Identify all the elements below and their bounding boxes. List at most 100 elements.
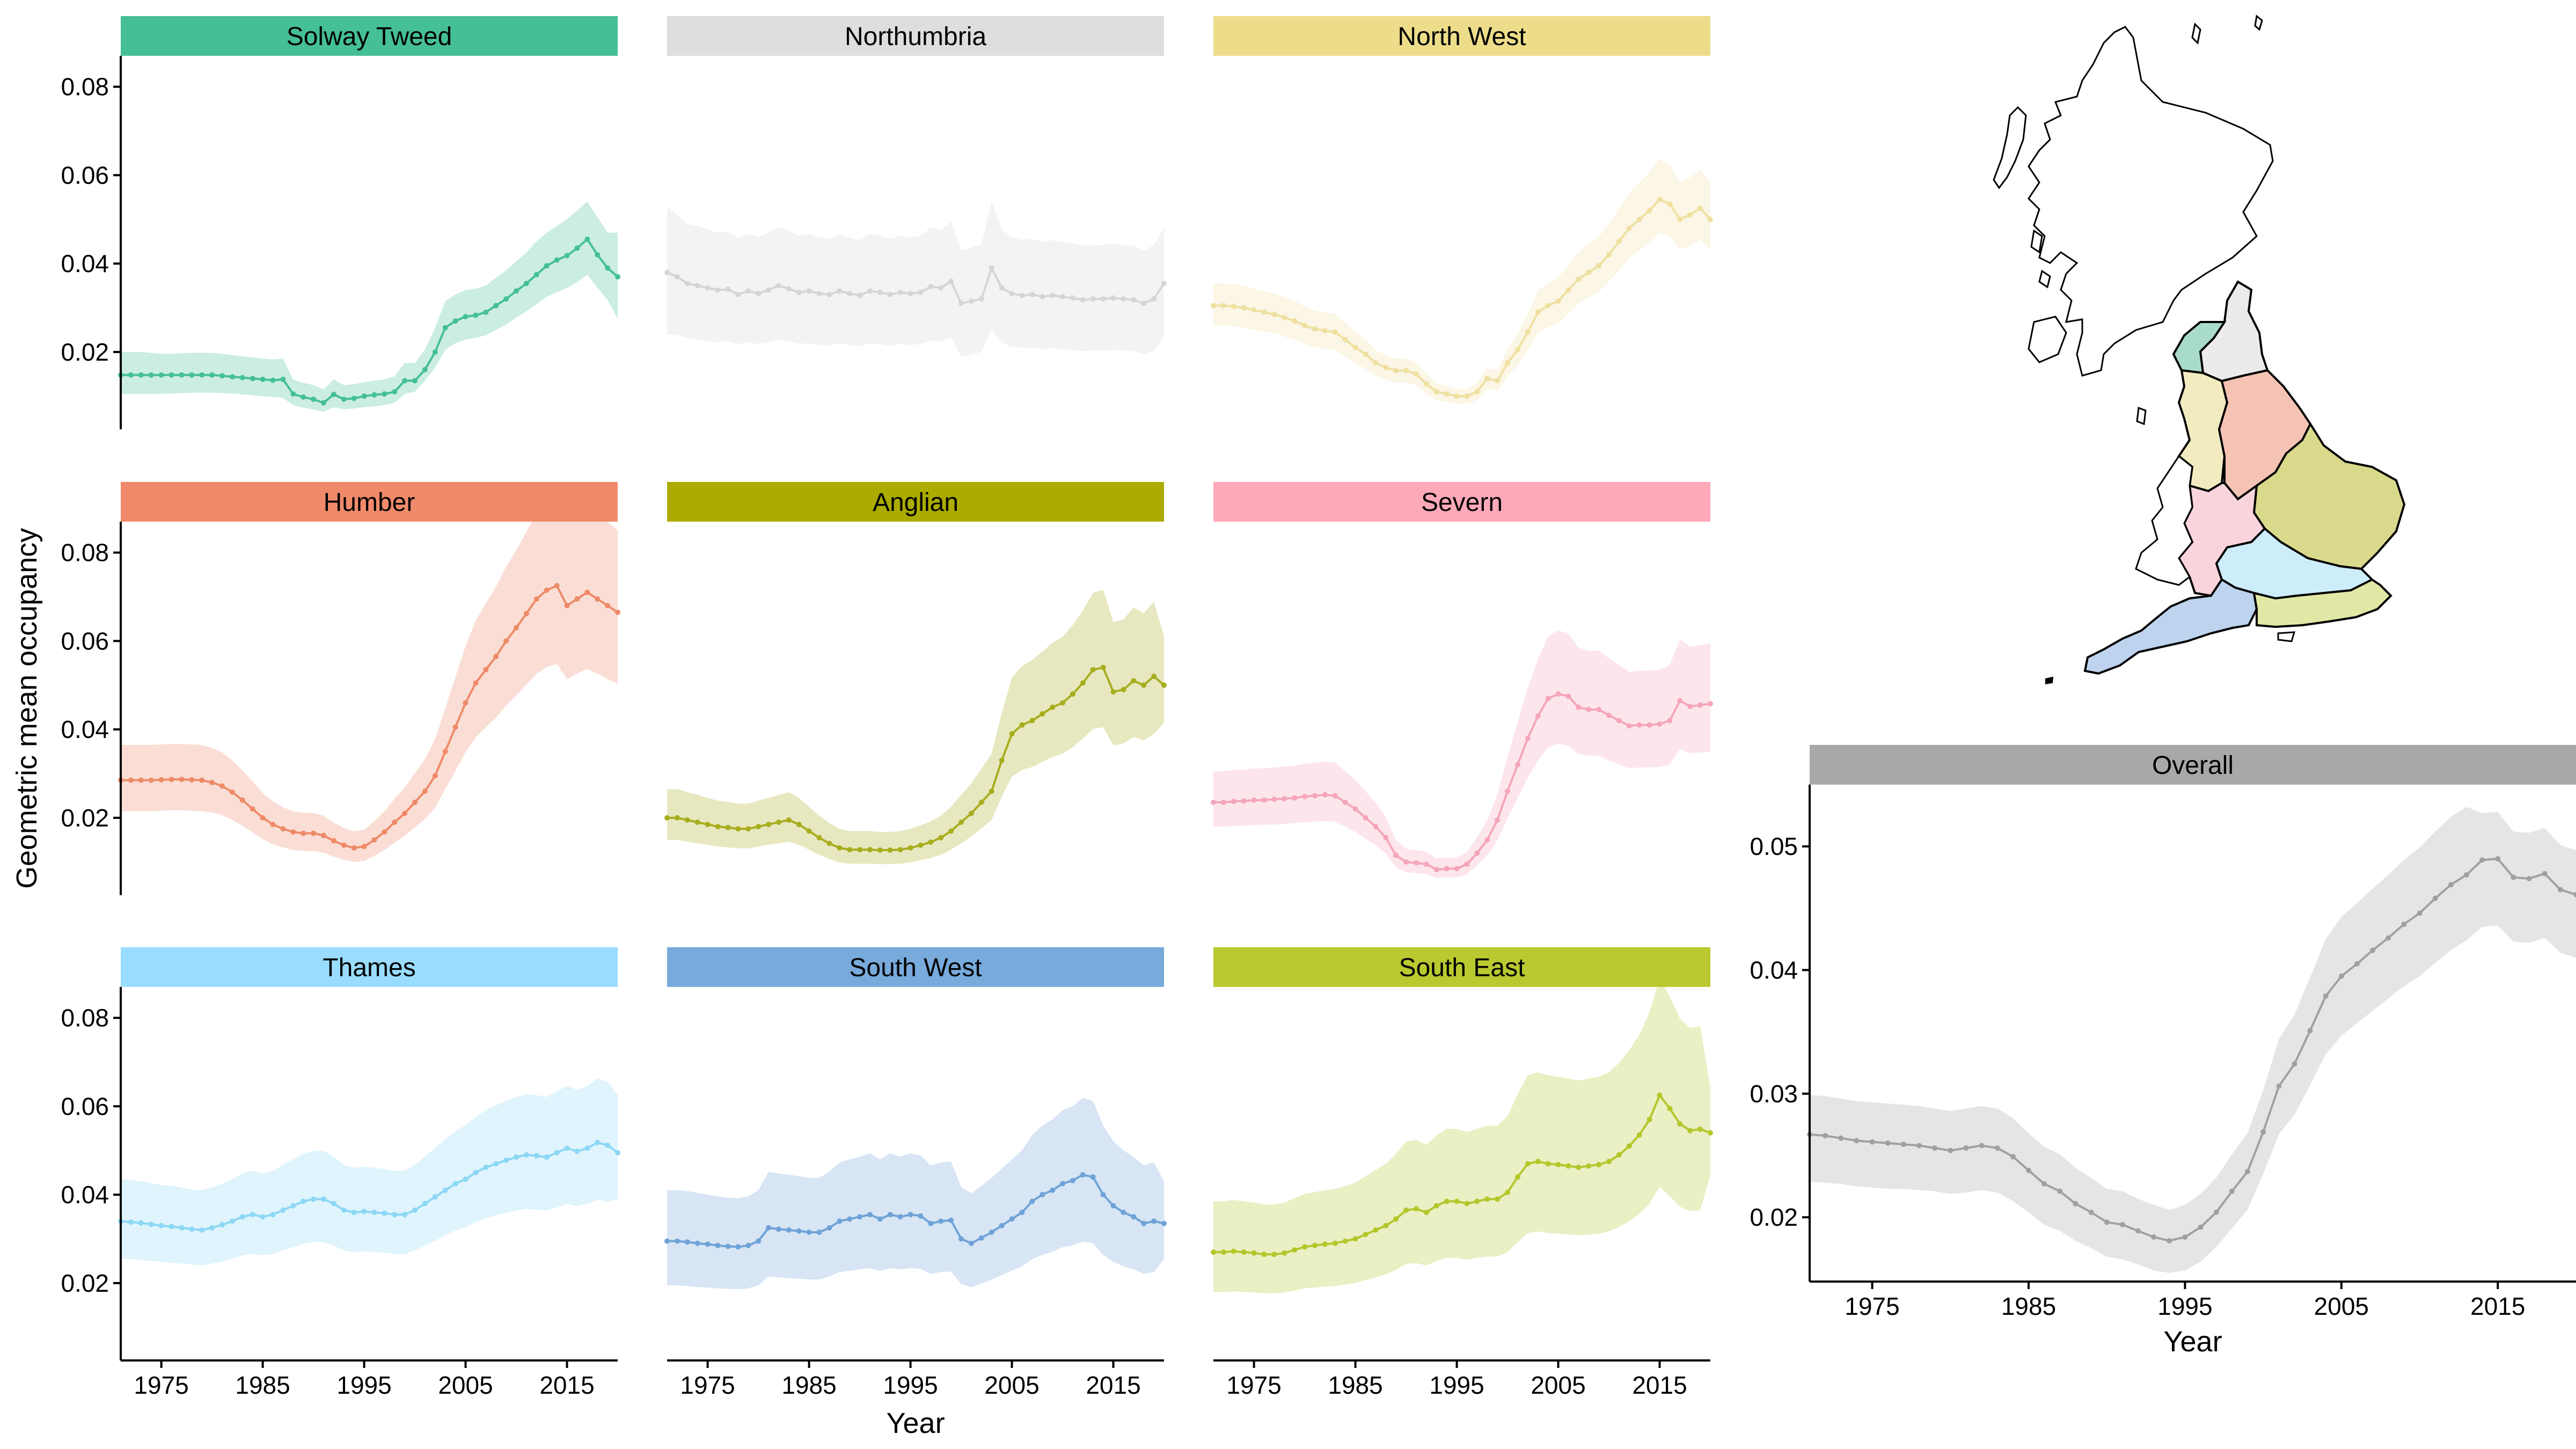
data-point	[219, 1222, 225, 1228]
data-point	[1220, 1249, 1226, 1255]
data-point	[432, 1194, 438, 1200]
data-point	[2495, 856, 2501, 862]
data-point	[1525, 329, 1531, 335]
x-tick-label: 1975	[134, 1371, 188, 1399]
data-point	[219, 783, 225, 789]
x-tick-label: 2005	[438, 1371, 493, 1399]
data-point	[867, 1212, 873, 1218]
data-point	[1220, 800, 1226, 805]
data-point	[1626, 225, 1632, 231]
data-point	[483, 667, 489, 672]
data-point	[422, 788, 428, 794]
data-point	[1454, 393, 1460, 399]
data-point	[735, 826, 741, 832]
region-map	[1993, 14, 2406, 685]
data-point	[1080, 680, 1086, 686]
data-point	[402, 378, 408, 384]
data-point	[837, 288, 843, 294]
data-point	[503, 1157, 509, 1163]
data-point	[331, 1201, 336, 1206]
data-point	[260, 376, 266, 382]
data-point	[1474, 389, 1480, 394]
data-point	[1282, 314, 1287, 320]
data-point	[1535, 713, 1541, 719]
data-point	[483, 309, 489, 315]
y-tick-label: 0.02	[61, 338, 109, 366]
strip-north-west	[1213, 16, 1710, 56]
data-point	[928, 284, 934, 289]
data-point	[270, 1212, 276, 1218]
data-point	[999, 285, 1005, 291]
data-point	[887, 847, 893, 853]
x-tick-label: 2005	[2314, 1292, 2369, 1320]
data-point	[1708, 701, 1713, 707]
strip-label-severn: Severn	[1421, 488, 1503, 517]
data-point	[725, 286, 731, 292]
data-point	[684, 1239, 690, 1245]
data-point	[1080, 1172, 1086, 1178]
data-point	[857, 292, 863, 298]
data-point	[2401, 921, 2407, 927]
data-point	[280, 826, 286, 832]
data-point	[1657, 1092, 1663, 1098]
data-point	[219, 373, 225, 379]
data-point	[968, 298, 974, 304]
data-point	[796, 289, 802, 295]
data-point	[1646, 208, 1652, 214]
data-point	[412, 800, 418, 805]
data-point	[2213, 1210, 2219, 1215]
data-point	[189, 777, 195, 782]
data-point	[1251, 307, 1257, 313]
data-point	[1423, 861, 1429, 867]
data-point	[1657, 721, 1663, 727]
data-point	[847, 291, 853, 297]
data-point	[392, 819, 398, 825]
data-point	[1231, 799, 1236, 804]
y-tick-label: 0.08	[61, 73, 109, 101]
data-point	[514, 288, 519, 294]
strip-label-solway-tweed: Solway Tweed	[287, 23, 452, 51]
data-point	[1535, 1159, 1541, 1165]
data-point	[1433, 1203, 1439, 1209]
data-point	[766, 287, 771, 293]
data-point	[442, 1187, 448, 1193]
data-point	[2026, 1167, 2031, 1173]
data-point	[2276, 1084, 2282, 1089]
data-point	[382, 829, 387, 835]
data-point	[189, 372, 195, 378]
y-tick-label: 0.02	[1750, 1203, 1798, 1231]
data-point	[1545, 696, 1551, 701]
data-point	[392, 389, 398, 394]
data-point	[554, 257, 560, 263]
data-point	[1555, 298, 1561, 304]
data-point	[1110, 689, 1116, 695]
confidence-band-south-east	[1213, 978, 1710, 1293]
data-point	[1677, 1121, 1683, 1127]
data-point	[1525, 1161, 1531, 1167]
data-point	[2370, 947, 2376, 953]
x-tick-label: 2015	[2470, 1292, 2525, 1320]
data-point	[452, 724, 458, 730]
data-point	[1495, 378, 1501, 384]
data-point	[473, 1169, 479, 1175]
data-point	[1823, 1133, 1828, 1139]
data-point	[605, 603, 611, 609]
data-point	[1383, 364, 1389, 370]
data-point	[1029, 291, 1035, 297]
data-point	[1100, 1192, 1106, 1198]
data-point	[493, 1161, 499, 1167]
data-point	[664, 815, 670, 821]
strip-anglian	[667, 482, 1164, 522]
data-point	[1444, 1198, 1450, 1204]
x-tick-label: 1995	[883, 1371, 938, 1399]
data-point	[1484, 1196, 1490, 1202]
data-point	[1271, 796, 1277, 802]
data-point	[533, 1153, 539, 1159]
data-point	[1414, 371, 1419, 377]
data-point	[664, 269, 670, 275]
data-point	[260, 1214, 266, 1220]
map-region-south-east	[2252, 578, 2392, 628]
data-point	[1161, 1220, 1167, 1226]
data-point	[1332, 329, 1338, 335]
